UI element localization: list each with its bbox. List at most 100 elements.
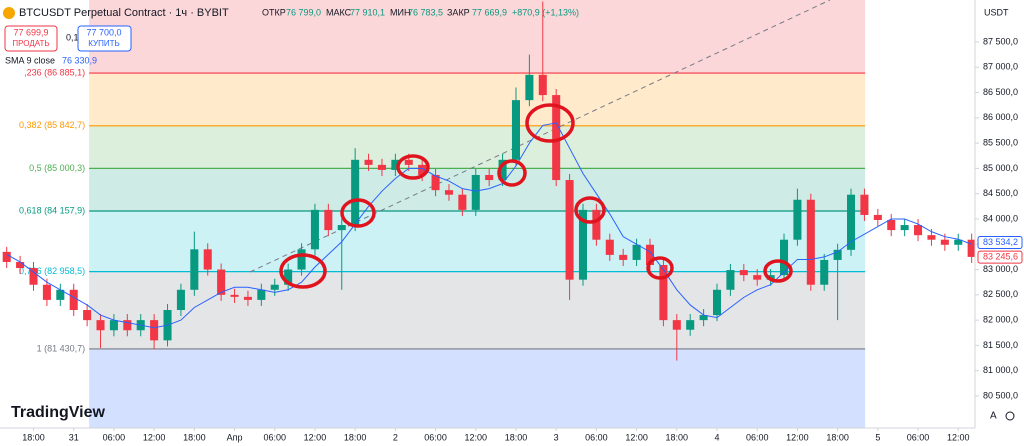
- candle-body: [552, 95, 561, 181]
- fib-zone: [89, 348, 866, 428]
- indicator-value: 76 330,9: [62, 55, 97, 65]
- candle-body: [793, 199, 802, 240]
- x-tick-label: 18:00: [344, 432, 367, 442]
- x-tick-label: 5: [875, 432, 880, 442]
- candle-body: [954, 239, 963, 245]
- x-tick-label: 12:00: [786, 432, 809, 442]
- candle-body: [820, 259, 829, 285]
- candle-body: [176, 289, 185, 311]
- circle: [525, 103, 575, 143]
- candle-body: [780, 239, 789, 276]
- circle: [279, 253, 327, 289]
- candle-body: [83, 310, 92, 321]
- candle-body: [739, 270, 748, 276]
- circle: [574, 196, 606, 224]
- fib-zone: [89, 271, 866, 349]
- candle-body: [753, 275, 762, 280]
- candle-body: [806, 199, 815, 285]
- candle-body: [900, 225, 909, 231]
- candle-body: [42, 284, 51, 300]
- candle-body: [123, 320, 132, 331]
- candle-body: [498, 159, 507, 181]
- x-tick-label: 12:00: [143, 432, 166, 442]
- candle-body: [337, 225, 346, 231]
- x-tick-label: 18:00: [22, 432, 45, 442]
- candle-body: [96, 320, 105, 331]
- circle: [763, 259, 793, 283]
- annotations: [279, 103, 793, 289]
- candle-body: [927, 235, 936, 240]
- y-tick-label: 83 000,0: [983, 264, 1018, 274]
- y-tick-label: 86 000,0: [983, 112, 1018, 122]
- fib-label: 0,382 (85 842,7): [19, 120, 85, 130]
- candle-body: [726, 270, 735, 290]
- y-tick-label: 87 500,0: [983, 36, 1018, 46]
- candle-body: [699, 315, 708, 321]
- candle-body: [686, 320, 695, 330]
- x-tick-label: 2: [393, 432, 398, 442]
- x-tick-label: 4: [715, 432, 720, 442]
- candle-body: [914, 225, 923, 236]
- candle-body: [873, 214, 882, 220]
- x-tick-label: 06:00: [585, 432, 608, 442]
- candle-body: [217, 269, 226, 295]
- candle-body: [2, 251, 11, 262]
- x-tick-label: 06:00: [263, 432, 286, 442]
- candle-body: [56, 289, 65, 300]
- candle-body: [270, 284, 279, 290]
- candle-body: [324, 209, 333, 231]
- price-tag: [977, 236, 1023, 250]
- candle-body: [538, 74, 547, 96]
- currency: USDT: [984, 7, 1009, 17]
- sma-line: [6, 122, 972, 329]
- y-tick-label: 81 000,0: [983, 365, 1018, 375]
- settings-icon[interactable]: [1005, 411, 1015, 421]
- fib-label: 0,5 (85 000,3): [29, 163, 85, 173]
- x-tick-label: 12:00: [304, 432, 327, 442]
- candle-body: [351, 159, 360, 226]
- candle-body: [16, 261, 25, 269]
- candle-body: [190, 249, 199, 290]
- candle-body: [967, 239, 976, 257]
- sell-label: ПРОДАТЬ: [12, 39, 49, 48]
- y-tick-label: 82 000,0: [983, 315, 1018, 325]
- x-tick-label: 18:00: [183, 432, 206, 442]
- ohlc-value: 77 910,1: [350, 7, 385, 17]
- sell-price: 77 699,9: [13, 27, 48, 37]
- x-tick-label: 12:00: [625, 432, 648, 442]
- symbol: BTCUSDT Perpetual Contract · 1ч · BYBIT: [19, 7, 229, 19]
- candle-body: [619, 254, 628, 260]
- candle-body: [485, 174, 494, 181]
- candle-body: [672, 320, 681, 330]
- y-tick-label: 82 500,0: [983, 289, 1018, 299]
- y-tick-label: 81 500,0: [983, 340, 1018, 350]
- candle-body: [404, 159, 413, 165]
- ohlc-value: 76 783,5: [408, 7, 443, 17]
- fib-lines: ,236 (86 885,1) 0,382 (85 842,7) 0,5 (85 0…: [19, 67, 866, 353]
- indicator: SMA 9 close: [5, 55, 55, 65]
- auto-scale[interactable]: A: [990, 411, 997, 422]
- candle-body: [418, 164, 427, 175]
- candle-body: [29, 268, 38, 285]
- time-axis: [0, 428, 1024, 446]
- fib-label: ,236 (86 885,1): [24, 67, 85, 77]
- circle: [340, 198, 376, 228]
- y-tick-label: 80 500,0: [983, 390, 1018, 400]
- symbol-icon: [3, 7, 15, 19]
- x-tick-label: 06:00: [103, 432, 126, 442]
- candle-body: [847, 194, 856, 250]
- candles: [2, 1, 976, 361]
- x-tick-label: 31: [69, 432, 79, 442]
- buy-button[interactable]: [77, 25, 132, 52]
- price-axis: [975, 0, 1024, 446]
- circle: [396, 154, 430, 180]
- fib-label: 1 (81 430,7): [37, 343, 86, 353]
- trend-line: [249, 0, 831, 273]
- sell-button[interactable]: [4, 25, 58, 52]
- x-tick-label: 12:00: [465, 432, 488, 442]
- fib-label: 0,618 (84 157,9): [19, 205, 85, 215]
- spread: 0,1: [66, 32, 79, 42]
- circle: [497, 159, 527, 187]
